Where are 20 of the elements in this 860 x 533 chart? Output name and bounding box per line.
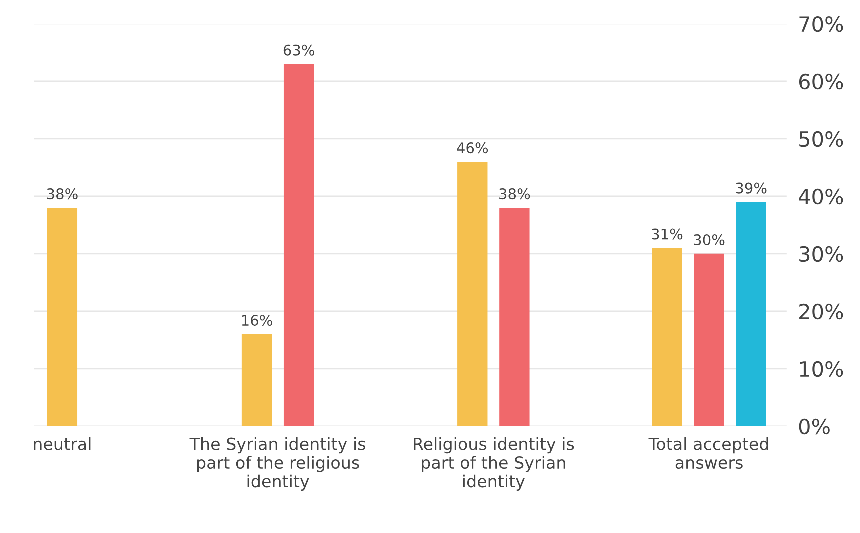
y-tick-label: 60% bbox=[799, 74, 844, 90]
x-tick-label: neutral bbox=[34, 438, 91, 450]
data-label: 30% bbox=[694, 234, 725, 246]
y-tick-label: 70% bbox=[800, 16, 844, 32]
x-tick-label: Religious identity is part of the Syrian identity bbox=[414, 438, 574, 491]
data-label: 16% bbox=[242, 315, 272, 326]
y-tick-label: 40% bbox=[799, 188, 844, 205]
y-tick-label: 50% bbox=[800, 131, 844, 148]
x-tick-label: Total accepted answers bbox=[648, 438, 768, 470]
data-label: 38% bbox=[47, 188, 78, 200]
data-label: 39% bbox=[736, 182, 767, 194]
x-tick-label: The Syrian identity is part of the religious identity bbox=[190, 438, 366, 491]
y-tick-label: 30% bbox=[800, 246, 844, 262]
y-tick-label: 20% bbox=[800, 304, 844, 320]
data-label: 63% bbox=[284, 44, 314, 56]
y-tick-label: 10% bbox=[800, 361, 844, 378]
data-label: 31% bbox=[652, 228, 683, 240]
data-label: 46% bbox=[457, 142, 488, 154]
y-tick-label: 0% bbox=[799, 418, 830, 435]
data-label: 38% bbox=[500, 188, 530, 200]
